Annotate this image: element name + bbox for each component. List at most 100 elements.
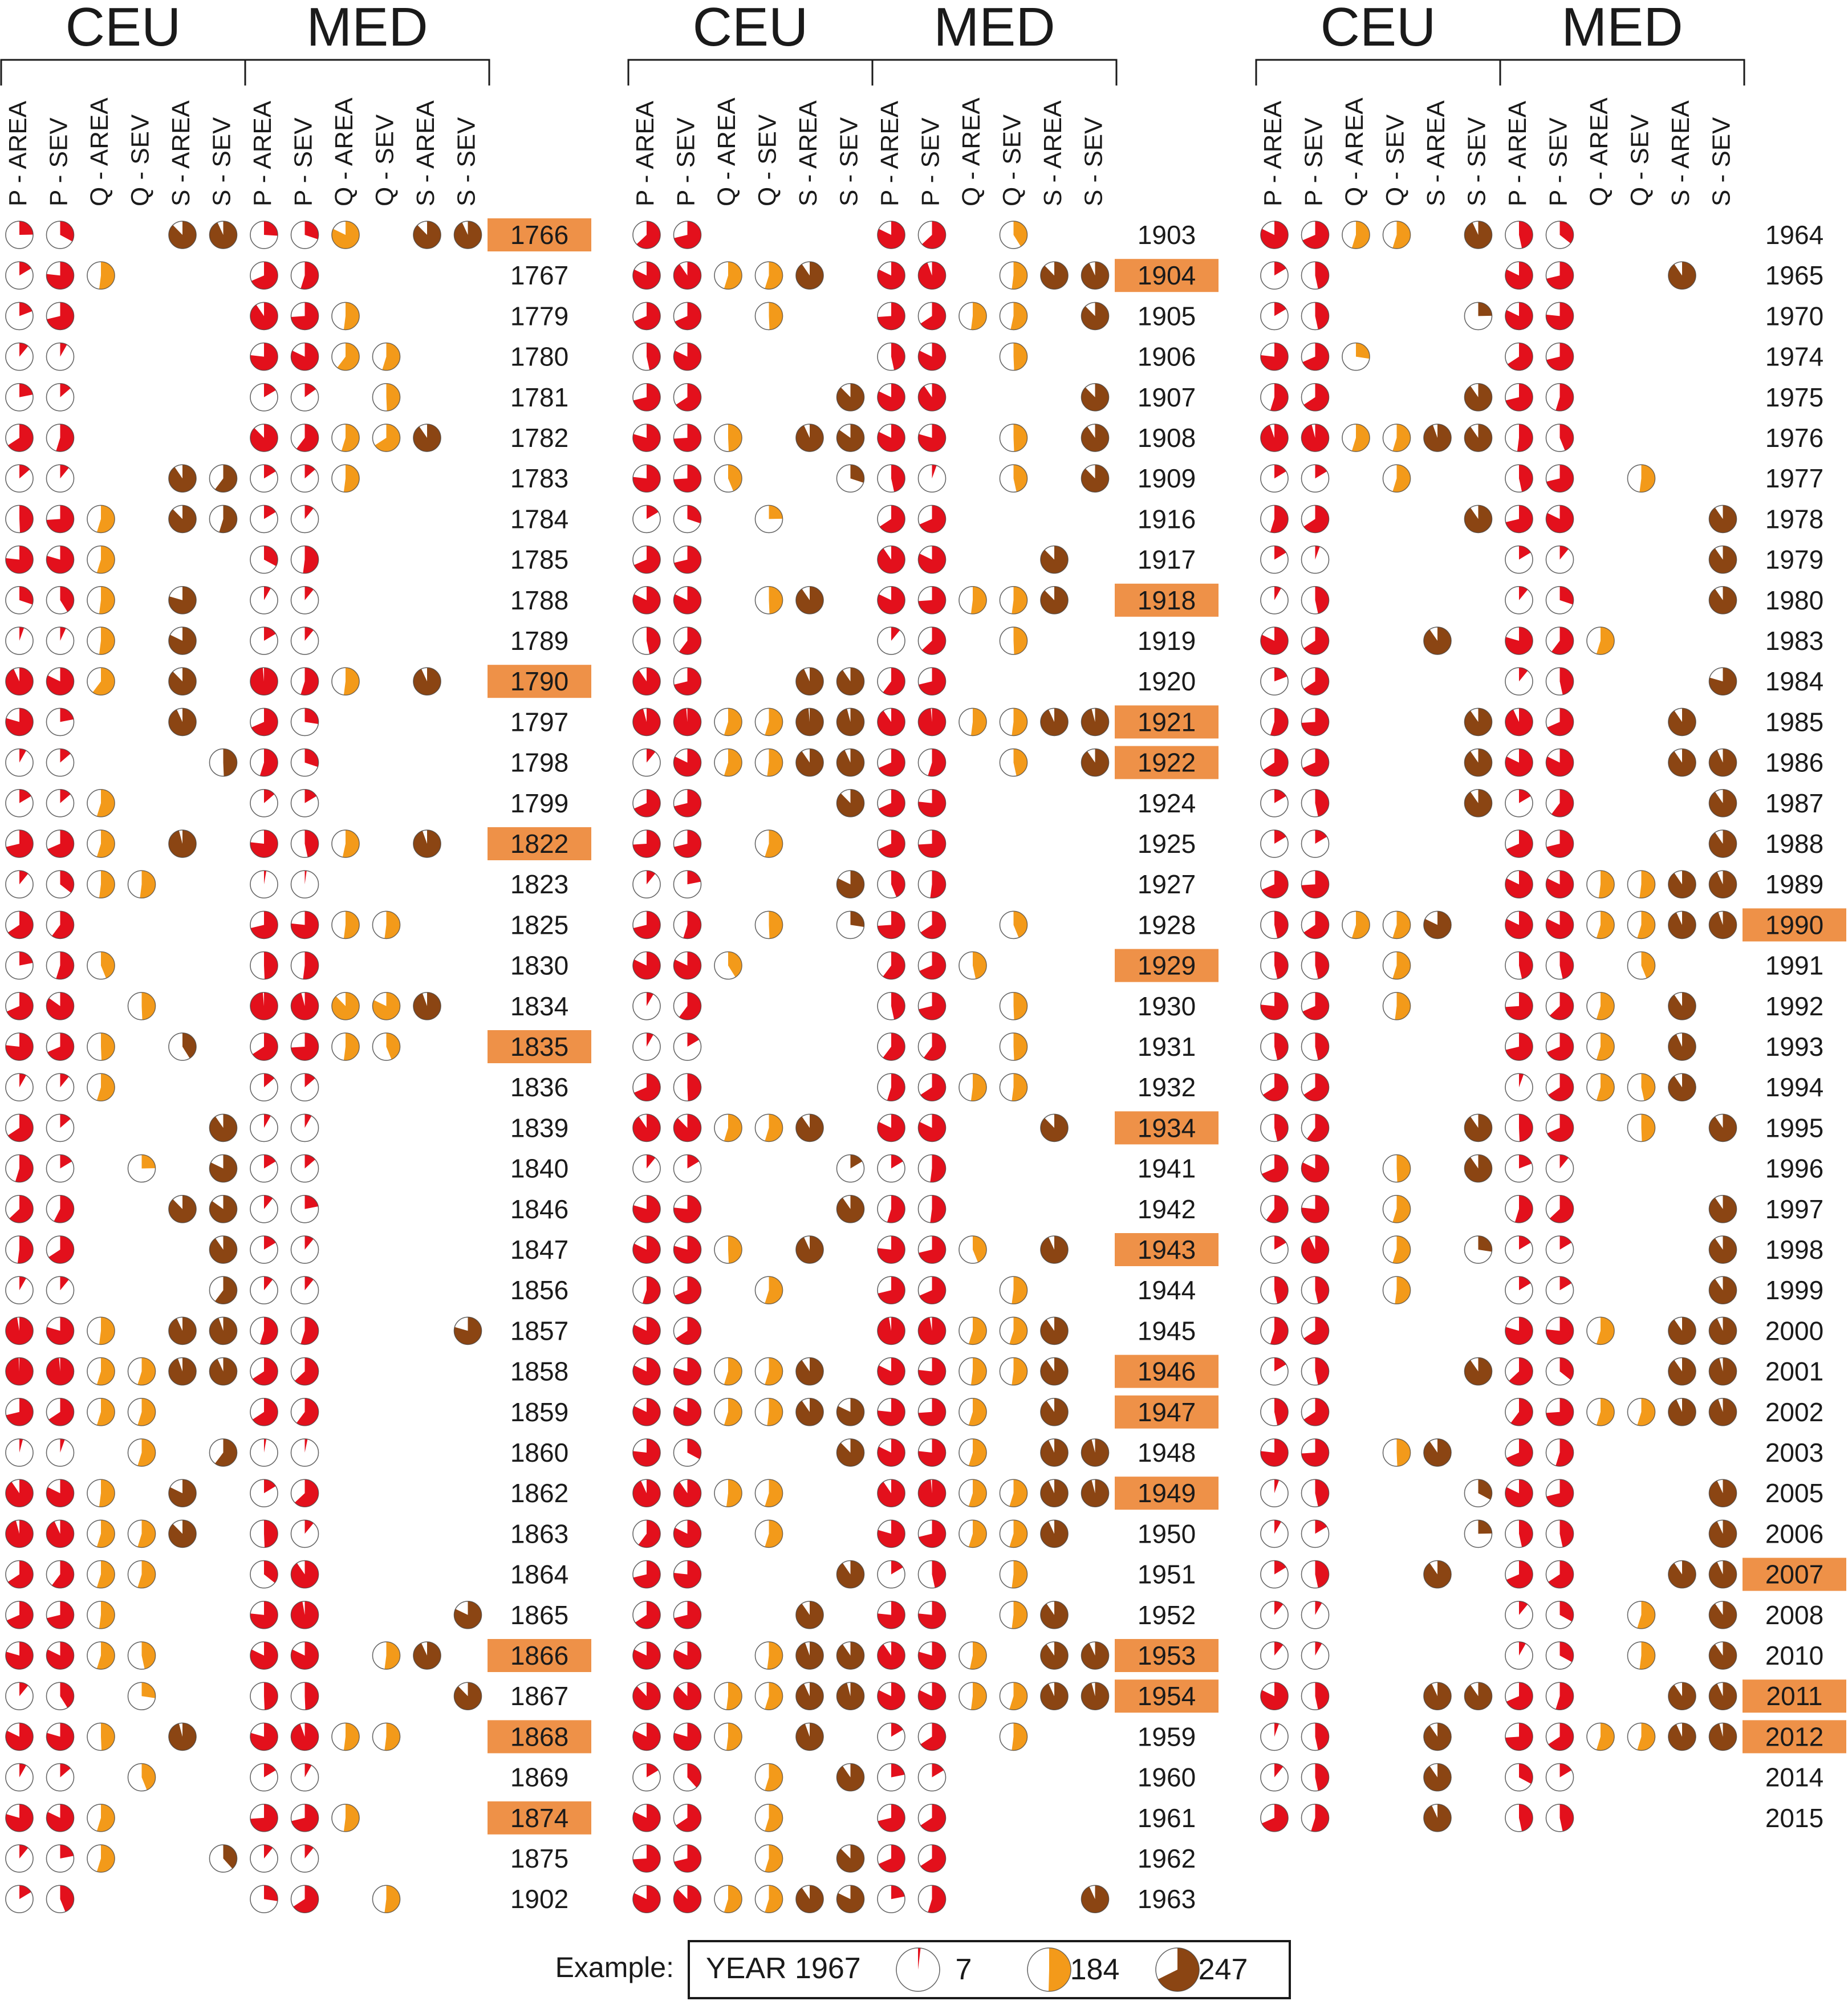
pie-p-ceu [5,1601,34,1629]
pie-s-ceu [795,1113,824,1142]
row-1998: 1998 [1260,1235,1823,1264]
pie-outline [1505,829,1533,858]
pie-slice [19,1276,26,1291]
pie-p-ceu [673,748,702,777]
pie-slice [1668,749,1696,776]
region-bracket [871,59,1118,86]
year-label: 1978 [1765,504,1823,534]
pie-p-ceu [1260,1398,1289,1426]
pie-p-ceu [46,829,75,858]
pie-p-med [1545,951,1574,980]
pie-slice [918,1479,946,1507]
pie-p-ceu [673,870,702,898]
pie-outline [754,1479,783,1507]
pie-p-ceu [1301,789,1330,818]
pie-outline [836,789,865,818]
pie-q-ceu [714,748,742,777]
pie-s-med [1081,1682,1110,1710]
pie-outline [1505,1479,1533,1507]
year-highlight [1743,1679,1846,1713]
pie-slice [1464,1682,1492,1710]
year-label: 1946 [1138,1357,1196,1386]
pie-outline [673,748,702,777]
row-1961: 1961 [632,1803,1196,1833]
pie-slice [1315,1723,1329,1750]
pie-s-med [1040,1641,1069,1670]
pie-outline [1081,424,1110,452]
pie-slice [891,1763,905,1778]
pie-outline [1708,1682,1737,1710]
pie-q-med [999,1073,1028,1101]
pie-outline [1505,748,1533,777]
pie-outline [46,1195,75,1223]
pie-s-med [1081,383,1110,412]
pie-slice [209,221,237,249]
pie-outline [372,1885,401,1913]
pie-slice [331,992,359,1020]
pie-p-med [290,1722,319,1751]
column-label: Q - SEV [998,114,1026,206]
pie-slice [1709,871,1737,898]
pie-slice [60,1114,71,1128]
year-highlight [488,665,591,698]
pie-slice [674,1601,701,1629]
year-label: 1962 [1138,1844,1196,1873]
pie-slice [47,1601,74,1629]
pie-outline [46,870,75,898]
year-label: 1997 [1765,1194,1823,1224]
pie-slice [1274,1114,1289,1141]
pie-q-ceu [1342,910,1370,940]
pie-outline [754,586,783,615]
pie-slice [1040,262,1068,290]
pie-slice [1392,465,1411,493]
pie-outline [795,667,824,696]
pie-p-ceu [1260,707,1289,737]
pie-q-ceu [714,707,742,737]
pie-outline [1040,586,1069,615]
pie-s-med [1668,1722,1696,1751]
pie-slice [294,1357,319,1385]
pie-slice [796,1398,824,1426]
pie-slice [877,1520,905,1548]
pie-q-ceu [127,1398,156,1426]
pie-p-ceu [1301,1357,1330,1386]
pie-slice [99,871,115,898]
pie-p-med [290,1316,319,1345]
pie-p-med [290,789,319,818]
pie-q-med [958,1682,987,1710]
year-label: 1983 [1765,626,1823,656]
pie-p-ceu [5,1398,34,1426]
pie-outline [250,992,278,1020]
pie-outline [1464,302,1493,331]
pie-slice [1464,749,1492,776]
pie-slice [343,302,360,330]
year-label: 1865 [510,1600,568,1630]
row-1798: 1798 [5,748,568,778]
pie-p-ceu [1301,1804,1330,1832]
pie-outline [754,261,783,290]
pie-outline [1301,1601,1330,1629]
pie-outline [632,667,661,696]
pie-slice [1709,546,1737,574]
pie-slice [19,465,30,479]
pie-slice [264,586,271,600]
pie-p-med [1545,1519,1574,1548]
pie-slice [1464,789,1492,817]
pie-s-ceu [168,1519,197,1548]
pie-outline [168,1316,197,1345]
pie-slice [5,1317,33,1345]
pie-slice [879,505,905,533]
pie-slice [19,1682,29,1697]
pie-q-ceu [127,1641,156,1670]
pie-slice [1546,262,1574,290]
row-1835: 1835 [5,1030,591,1063]
row-1979: 1979 [1260,545,1823,575]
pie-p-med [1505,829,1533,858]
pie-outline [1040,1316,1069,1345]
pie-outline [331,1804,360,1832]
pie-p-med [250,1682,278,1710]
pie-p-ceu [632,1641,661,1670]
pie-p-med [877,1641,905,1670]
row-1780: 1780 [5,342,568,372]
pie-outline [46,545,75,574]
